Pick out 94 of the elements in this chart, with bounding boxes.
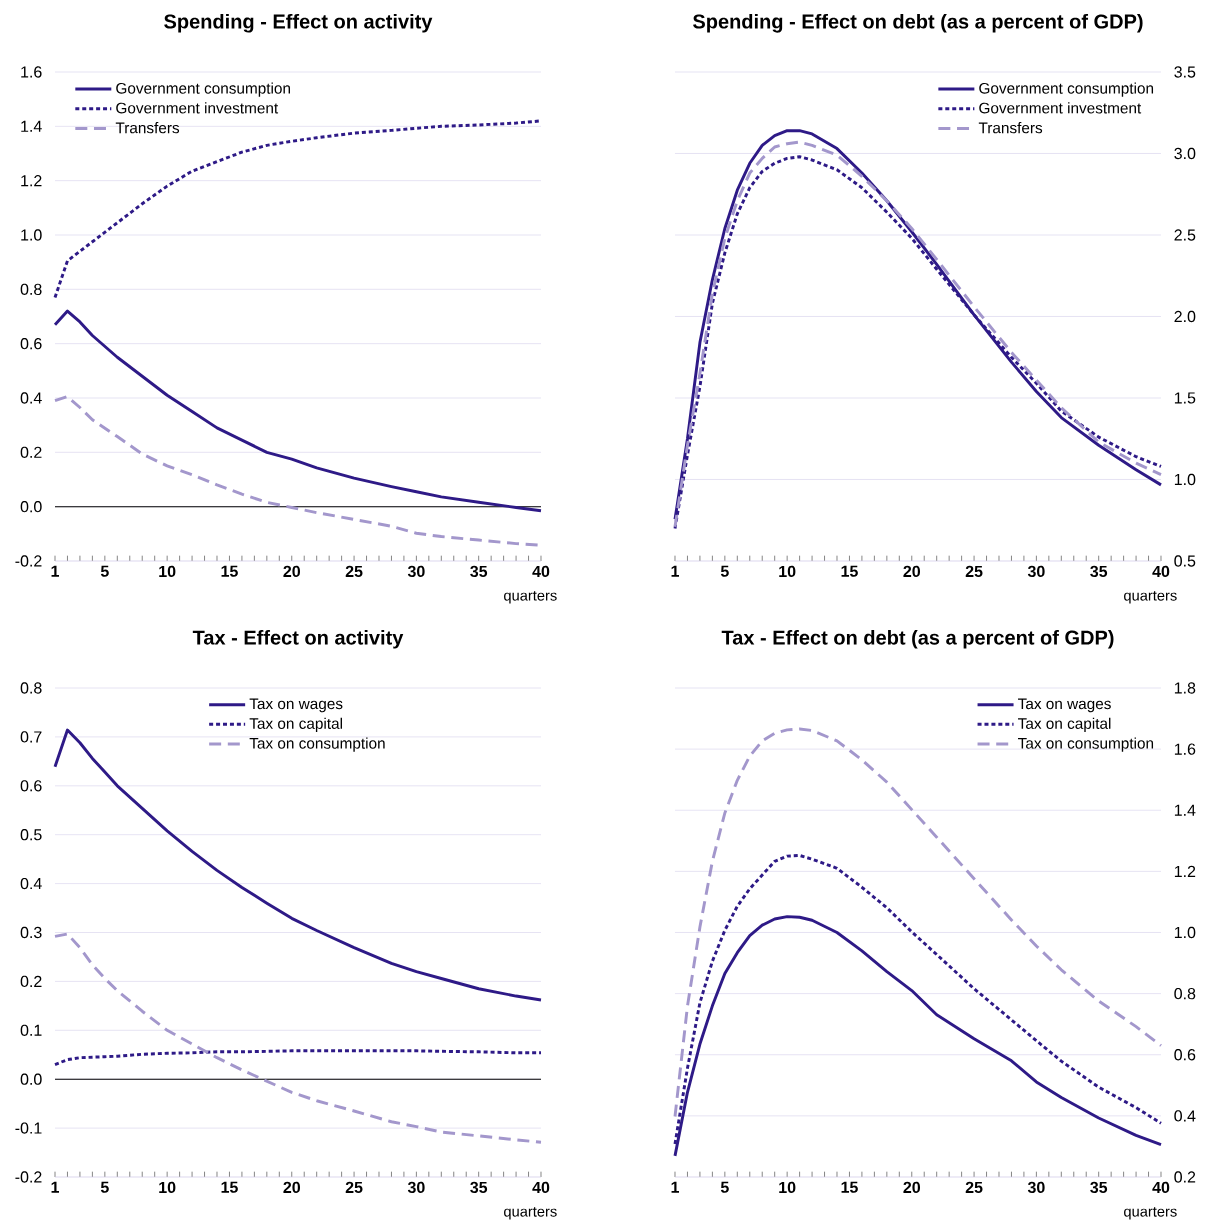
x-tick-label: 35 [1090,565,1108,578]
y-tick-label: 0.4 [20,392,42,404]
y2-tick-label: 0.8 [1174,987,1196,1000]
y-tick-label: 0.0 [20,1073,42,1085]
chart-title: Tax - Effect on activity [192,629,404,649]
legend-label: Tax on wages [249,698,343,713]
y-tick-label: -0.2 [15,1171,42,1183]
x-tick-label: 35 [470,1181,488,1194]
x-tick-label: 25 [345,1181,363,1194]
legend-label: Government consumption [116,82,290,97]
x-tick-label: 40 [1152,565,1170,578]
y-tick-label: 0.0 [20,501,42,513]
x-tick-label: 25 [965,565,983,578]
y-tick-label: 1.0 [21,229,42,241]
x-tick-label: 20 [283,565,300,578]
x-tick-label: 35 [1090,1181,1108,1194]
y2-tick-label: 0.6 [1174,1049,1196,1061]
y2-tick-label: 1.2 [1174,865,1196,877]
x-tick-label: 1 [51,1181,59,1193]
y2-tick-label: 3.5 [1174,66,1196,78]
x-tick-label: 1 [671,1181,679,1193]
y-tick-label: 0.2 [20,975,42,988]
y-tick-label: 0.3 [20,926,42,939]
legend-label: Tax on capital [249,717,342,732]
x-tick-label: 25 [345,565,363,578]
y-tick-label: 0.8 [20,283,42,295]
y2-tick-label: 1.8 [1174,682,1196,694]
x-tick-label: 35 [470,565,488,578]
x-tick-label: 15 [841,565,858,577]
y2-tick-label: 1.5 [1174,392,1196,404]
y2-tick-label: 1.4 [1174,804,1196,816]
y2-tick-label: 0.2 [1174,1171,1196,1183]
x-tick-label: 5 [100,1181,109,1193]
x-tick-label: 15 [221,565,238,577]
y-tick-label: 0.2 [20,446,42,458]
x-tick-label: 40 [532,1181,550,1194]
y2-tick-label: 1.6 [1174,743,1196,755]
y-tick-label: -0.1 [15,1122,42,1134]
x-tick-label: 5 [100,565,109,577]
chart-title: Spending - Effect on activity [164,13,433,33]
x-tick-label: 15 [221,1181,238,1193]
y2-tick-label: 2.0 [1174,310,1196,323]
x-tick-label: 30 [407,1181,425,1194]
x-tick-label: 5 [720,1181,729,1193]
chart-title: Spending - Effect on debt (as a percent of GDP) [693,13,1143,33]
y2-tick-label: 0.5 [1174,555,1196,567]
x-tick-label: 15 [841,1181,858,1193]
x-tick-label: 30 [1027,1181,1045,1194]
y-tick-label: 0.7 [20,731,42,743]
x-tick-label: 10 [779,565,796,578]
y-tick-label: 1.4 [21,120,42,132]
legend-label: Tax on wages [1018,698,1111,713]
y-tick-label: 0.6 [20,338,42,350]
x-tick-label: 30 [1027,565,1045,578]
x-tick-label: 10 [779,1181,796,1194]
x-tick-label: 10 [159,1181,176,1194]
x-axis-title: quarters [504,1207,557,1220]
x-tick-label: 40 [1152,1181,1170,1194]
x-tick-label: 5 [720,565,729,577]
y2-tick-label: 3.0 [1174,147,1196,160]
legend-label: Government investment [116,102,279,114]
y2-tick-label: 1.0 [1174,926,1196,939]
x-tick-label: 1 [51,565,59,577]
x-axis-title: quarters [1124,1207,1177,1220]
x-tick-label: 40 [532,565,550,578]
y-tick-label: 0.6 [20,780,42,792]
y-tick-label: 0.5 [20,829,42,841]
y-tick-label: 1.2 [21,175,42,187]
y-tick-label: 0.8 [20,682,42,694]
y-tick-label: -0.2 [15,555,42,567]
x-tick-label: 20 [903,565,920,578]
legend-label: Transfers [978,122,1043,134]
y-tick-label: 1.6 [21,66,42,78]
x-axis-title: quarters [1124,591,1177,604]
x-tick-label: 25 [965,1181,983,1194]
x-tick-label: 30 [407,565,425,578]
x-tick-label: 20 [903,1181,920,1194]
legend-label: Tax on consumption [1018,737,1154,752]
y2-tick-label: 2.5 [1174,229,1196,241]
legend-label: Tax on capital [1018,717,1111,732]
y-tick-label: 0.1 [20,1024,42,1036]
y2-tick-label: 0.4 [1174,1110,1196,1122]
legend-label: Government consumption [979,82,1154,97]
legend-label: Transfers [115,122,180,134]
line-series [53,309,543,513]
x-tick-label: 1 [671,565,679,577]
y-tick-label: 0.4 [20,877,42,890]
chart-title: Tax - Effect on debt (as a percent of GDP) [721,629,1114,649]
legend-label: Government investment [979,102,1142,114]
x-tick-label: 10 [159,565,176,578]
y2-tick-label: 1.0 [1174,473,1196,486]
x-axis-title: quarters [504,591,557,604]
x-tick-label: 20 [283,1181,300,1194]
legend-label: Tax on consumption [249,737,385,752]
